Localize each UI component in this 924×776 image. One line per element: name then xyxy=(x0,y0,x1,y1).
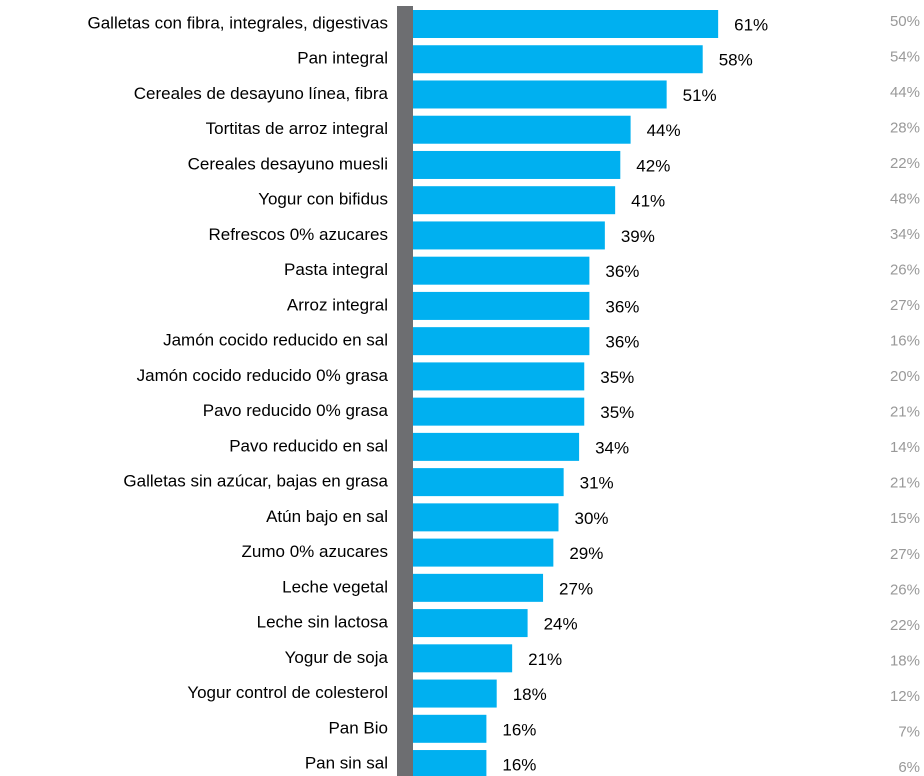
category-label: Yogur de soja xyxy=(285,648,389,667)
secondary-value: 6% xyxy=(898,759,920,776)
category-label: Atún bajo en sal xyxy=(266,507,388,526)
value-label: 29% xyxy=(569,544,603,563)
bar xyxy=(404,80,667,109)
secondary-value: 50% xyxy=(890,13,920,30)
bar xyxy=(404,468,564,497)
bar xyxy=(404,291,590,320)
value-label: 44% xyxy=(647,121,681,140)
category-label: Arroz integral xyxy=(287,295,388,314)
secondary-value: 54% xyxy=(890,48,920,65)
category-label: Pan sin sal xyxy=(305,754,388,773)
secondary-value: 14% xyxy=(890,439,920,456)
secondary-value: 21% xyxy=(890,475,920,492)
value-label: 36% xyxy=(605,262,639,281)
category-label: Zumo 0% azucares xyxy=(242,542,388,561)
value-label: 61% xyxy=(734,15,768,34)
secondary-value: 26% xyxy=(890,581,920,598)
value-label: 16% xyxy=(502,720,536,739)
secondary-value: 18% xyxy=(890,652,920,669)
category-label: Pasta integral xyxy=(284,260,388,279)
category-label: Galletas con fibra, integrales, digestiv… xyxy=(88,13,389,32)
value-label: 41% xyxy=(631,192,665,211)
bar xyxy=(404,327,590,356)
bar xyxy=(404,679,497,708)
category-label: Pavo reducido 0% grasa xyxy=(203,401,389,420)
value-label: 24% xyxy=(544,615,578,634)
category-label: Yogur con bifidus xyxy=(258,190,388,209)
secondary-value: 22% xyxy=(890,155,920,172)
value-label: 36% xyxy=(605,297,639,316)
bar xyxy=(404,150,621,179)
bar xyxy=(404,45,703,74)
bar xyxy=(404,609,528,638)
category-label: Tortitas de arroz integral xyxy=(206,119,388,138)
value-label: 58% xyxy=(719,51,753,70)
bar xyxy=(404,538,554,567)
bar xyxy=(404,397,585,426)
bar xyxy=(404,221,605,250)
category-label: Pan Bio xyxy=(328,718,388,737)
value-label: 51% xyxy=(683,86,717,105)
value-label: 31% xyxy=(580,474,614,493)
value-label: 27% xyxy=(559,579,593,598)
category-label: Yogur control de colesterol xyxy=(187,683,388,702)
secondary-value: 27% xyxy=(890,297,920,314)
bar xyxy=(404,714,487,743)
bar xyxy=(404,750,487,776)
bar xyxy=(404,115,631,144)
category-label: Jamón cocido reducido 0% grasa xyxy=(137,366,389,385)
category-label: Leche sin lactosa xyxy=(257,613,389,632)
bar xyxy=(404,432,580,461)
value-label: 16% xyxy=(502,756,536,775)
category-label: Cereales desayuno muesli xyxy=(188,154,388,173)
category-label: Pan integral xyxy=(297,49,388,68)
value-label: 42% xyxy=(636,156,670,175)
secondary-value: 27% xyxy=(890,546,920,563)
bar xyxy=(404,186,616,215)
bar xyxy=(404,503,559,532)
value-label: 35% xyxy=(600,368,634,387)
category-label: Refrescos 0% azucares xyxy=(208,225,388,244)
secondary-value: 26% xyxy=(890,262,920,279)
value-label: 36% xyxy=(605,333,639,352)
value-label: 18% xyxy=(513,685,547,704)
secondary-value: 12% xyxy=(890,688,920,705)
bar xyxy=(404,644,513,673)
secondary-value: 28% xyxy=(890,120,920,137)
secondary-value: 21% xyxy=(890,404,920,421)
bar xyxy=(404,256,590,285)
secondary-value: 15% xyxy=(890,510,920,527)
category-label: Jamón cocido reducido en sal xyxy=(163,331,388,350)
bar xyxy=(404,573,544,602)
value-label: 39% xyxy=(621,227,655,246)
secondary-value: 48% xyxy=(890,191,920,208)
category-label: Leche vegetal xyxy=(282,577,388,596)
secondary-value: 34% xyxy=(890,226,920,243)
value-label: 35% xyxy=(600,403,634,422)
value-label: 21% xyxy=(528,650,562,669)
category-label: Cereales de desayuno línea, fibra xyxy=(134,84,389,103)
category-label: Pavo reducido en sal xyxy=(229,436,388,455)
value-label: 30% xyxy=(575,509,609,528)
secondary-value: 44% xyxy=(890,84,920,101)
secondary-value: 16% xyxy=(890,333,920,350)
bar xyxy=(404,10,719,38)
bar xyxy=(404,362,585,391)
category-label: Galletas sin azúcar, bajas en grasa xyxy=(123,472,388,491)
secondary-value: 7% xyxy=(898,723,920,740)
axis-band xyxy=(397,6,413,776)
value-label: 34% xyxy=(595,438,629,457)
secondary-value: 20% xyxy=(890,368,920,385)
secondary-value: 22% xyxy=(890,617,920,634)
